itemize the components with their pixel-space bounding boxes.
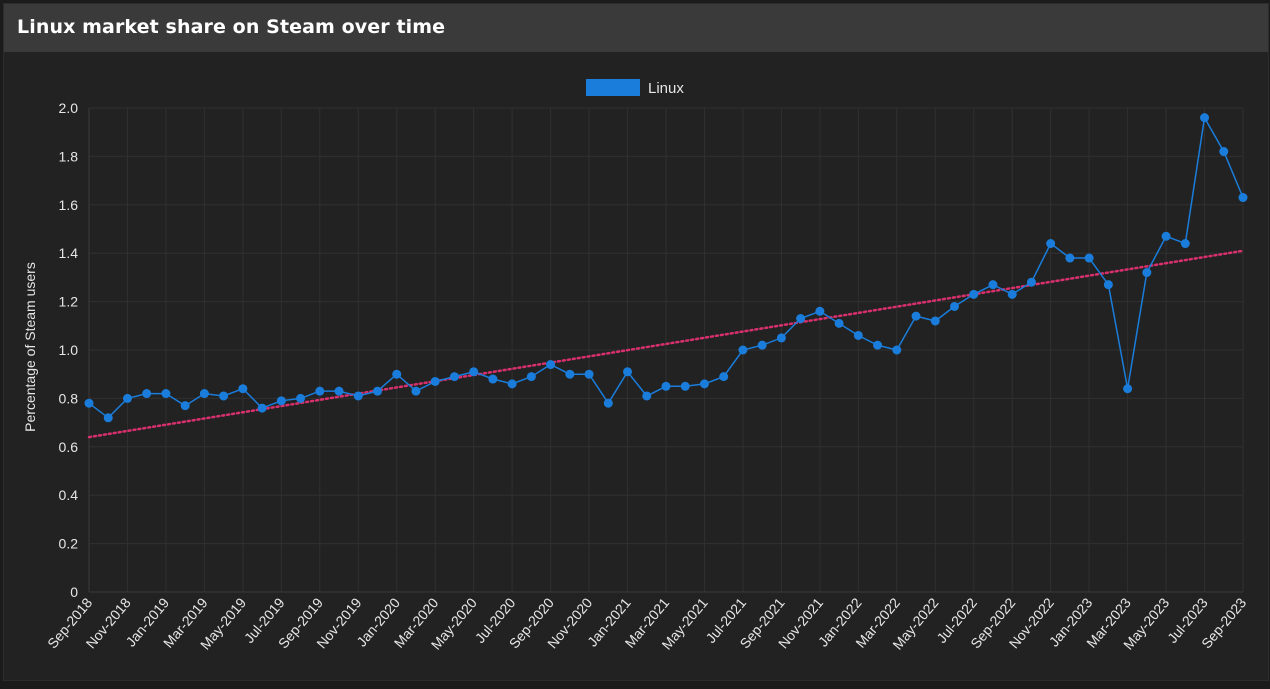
data-point (1065, 253, 1075, 263)
y-tick-label: 0.2 (59, 536, 79, 552)
grid (88, 107, 1244, 593)
data-point (526, 372, 536, 382)
x-axis: Sep-2018Nov-2018Jan-2019Mar-2019May-2019… (44, 591, 1249, 653)
data-point (757, 340, 767, 350)
data-point (950, 301, 959, 311)
data-point (1007, 289, 1017, 299)
data-point (122, 393, 132, 403)
y-tick-label: 2.0 (59, 100, 79, 116)
data-point (911, 311, 921, 321)
data-point (834, 318, 844, 328)
data-point (276, 396, 286, 406)
trendline (87, 249, 1245, 439)
data-point (219, 391, 229, 401)
y-axis-label: Percentage of Steam users (22, 262, 38, 432)
data-point (565, 369, 575, 379)
series-group (84, 113, 1248, 423)
data-point (930, 316, 940, 326)
data-point (1161, 231, 1171, 241)
y-tick-label: 0.4 (59, 487, 79, 503)
data-point (680, 381, 690, 391)
chart-area: 0 0.2 0.4 0.6 0.8 1.0 1.2 1.4 1.6 1.8 2.0 Sep-2018… (4, 52, 1268, 680)
trendline-group (87, 249, 1245, 439)
line-chart: 0 0.2 0.4 0.6 0.8 1.0 1.2 1.4 1.6 1.8 2.0 Sep-2018… (22, 79, 1249, 653)
data-point (1046, 239, 1056, 249)
legend-label-linux: Linux (648, 80, 684, 97)
data-point (180, 401, 190, 411)
y-tick-label: 1.6 (59, 197, 79, 213)
y-axis: 0 0.2 0.4 0.6 0.8 1.0 1.2 1.4 1.6 1.8 2.0 (59, 100, 90, 600)
data-point (584, 369, 594, 379)
y-tick-label: 1.0 (59, 342, 79, 358)
data-point (1219, 147, 1229, 157)
data-point (623, 367, 633, 377)
legend-swatch-linux (586, 79, 640, 96)
data-point (776, 333, 786, 343)
data-point (853, 330, 863, 340)
data-point (988, 280, 998, 290)
data-point (892, 345, 902, 355)
data-point (1123, 384, 1133, 394)
data-point (257, 403, 267, 413)
data-point (873, 340, 883, 350)
data-point (603, 398, 613, 408)
data-point (315, 386, 325, 396)
data-point (699, 379, 709, 389)
data-point (1180, 239, 1190, 249)
data-point (296, 393, 306, 403)
data-point (84, 398, 94, 408)
data-point (469, 367, 479, 377)
data-point (430, 376, 440, 386)
data-point (969, 289, 979, 299)
data-point (546, 360, 556, 370)
y-tick-label: 1.2 (59, 294, 79, 310)
data-point (142, 389, 152, 399)
data-point (1084, 253, 1094, 263)
data-point (1238, 193, 1248, 203)
data-point (1026, 277, 1036, 287)
y-tick-label: 0.6 (59, 439, 79, 455)
data-point (1200, 113, 1210, 123)
data-point (103, 413, 113, 423)
data-point (238, 384, 248, 394)
data-point (392, 369, 402, 379)
data-point (796, 314, 806, 324)
data-point (642, 391, 652, 401)
y-tick-label: 1.8 (59, 148, 79, 164)
data-point (1103, 280, 1113, 290)
data-point (738, 345, 748, 355)
data-point (199, 389, 209, 399)
data-point (815, 306, 825, 316)
data-point (334, 386, 344, 396)
data-point (1142, 268, 1152, 278)
data-point (449, 372, 459, 382)
data-point (353, 391, 363, 401)
y-tick-label: 1.4 (59, 245, 79, 261)
data-point (488, 374, 498, 384)
data-point (507, 379, 517, 389)
panel-title: Linux market share on Steam over time (17, 16, 446, 38)
data-point (373, 386, 382, 396)
data-point (161, 389, 171, 399)
data-point (411, 386, 421, 396)
legend: Linux (586, 79, 684, 97)
y-tick-label: 0 (70, 584, 78, 600)
y-tick-label: 0.8 (59, 390, 79, 406)
panel-header: Linux market share on Steam over time (4, 4, 1268, 52)
data-point (719, 372, 729, 382)
data-point (661, 381, 671, 391)
